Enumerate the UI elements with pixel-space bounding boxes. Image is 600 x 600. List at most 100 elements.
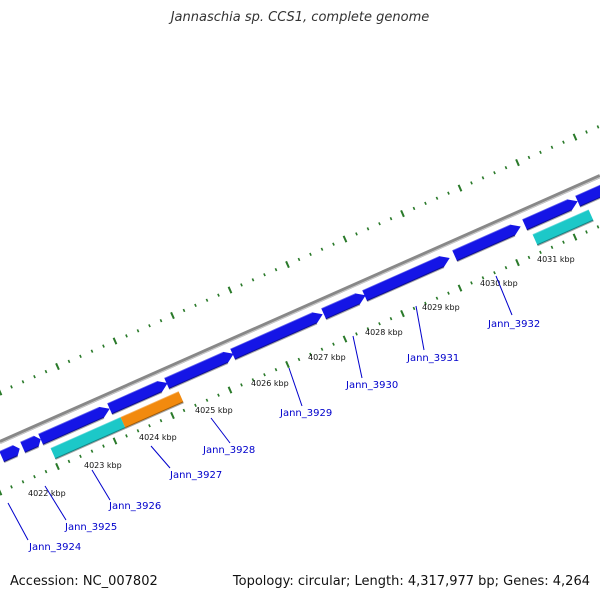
gene-jann-3926-top-shade	[42, 416, 105, 446]
gene-jann-3927-top-highlight	[106, 380, 158, 404]
inner-tick	[67, 459, 71, 464]
inner-tick	[389, 316, 393, 321]
inner-tick	[274, 367, 278, 372]
gene-jann-3927-top[interactable]	[107, 381, 168, 415]
gene-label-leaders	[7, 275, 513, 541]
inner-tick	[148, 424, 151, 428]
gene-jann-3931[interactable]	[362, 256, 450, 302]
kbp-label-4028: 4028 kbp	[365, 328, 403, 337]
kbp-label-4022: 4022 kbp	[28, 489, 66, 498]
gene-jann-3928-highlight	[163, 351, 224, 379]
gene-jann-3934[interactable]	[575, 184, 600, 207]
inner-tick	[251, 378, 255, 382]
inner-tick	[539, 250, 542, 255]
gene-cyan-right[interactable]	[532, 209, 594, 246]
gene-label-jann-3924[interactable]: Jann_3924	[28, 542, 81, 553]
gene-label-jann-3927[interactable]: Jann_3927	[169, 470, 222, 481]
gene-jann-3929[interactable]	[230, 312, 323, 360]
outer-tick	[79, 354, 82, 359]
gene-jann-3931-highlight	[361, 255, 440, 291]
leader-jann-3925	[44, 485, 67, 521]
gene-jann-3925-shade	[24, 445, 40, 454]
gene-jann-3927-top-shade	[111, 391, 163, 416]
gene-label-jann-3925[interactable]: Jann_3925	[64, 522, 117, 533]
gene-label-jann-3929[interactable]: Jann_3929	[279, 408, 332, 419]
outer-tick	[412, 206, 416, 211]
gene-jann-3925[interactable]	[20, 435, 41, 453]
genome-summary-text: Topology: circular; Length: 4,317,977 bp…	[232, 574, 590, 589]
leader-jann-3928	[210, 417, 231, 444]
outer-tick	[470, 181, 473, 185]
inner-tick	[21, 480, 25, 484]
kbp-label-4026: 4026 kbp	[251, 379, 289, 388]
outer-tick	[263, 273, 266, 277]
gene-jann-3924[interactable]	[0, 445, 20, 463]
outer-tick	[125, 334, 128, 338]
gene-jann-3924-shade	[3, 455, 19, 464]
outer-tick	[182, 308, 186, 313]
outer-tick	[10, 385, 13, 389]
gene-label-jann-3926[interactable]: Jann_3926	[108, 501, 161, 512]
gene-jann-3924-highlight	[0, 444, 14, 452]
gene-jann-3925-highlight	[19, 435, 35, 443]
outer-tick	[136, 329, 140, 333]
outer-tick-ring	[0, 125, 600, 396]
gene-jann-3930[interactable]	[321, 293, 366, 320]
outer-tick	[572, 133, 578, 141]
leader-jann-3927	[150, 445, 171, 469]
inner-tick	[90, 449, 94, 453]
outer-tick	[112, 337, 118, 345]
gene-cyan-right-highlight	[532, 208, 589, 235]
gene-jann-3930-shade	[325, 303, 361, 321]
accession-text: Accession: NC_007802	[10, 574, 158, 589]
outer-tick	[562, 140, 565, 144]
outer-tick	[389, 216, 393, 221]
gene-jann-3926-top[interactable]	[38, 406, 110, 445]
outer-tick	[148, 324, 151, 328]
outer-tick	[21, 380, 25, 384]
outer-tick	[378, 222, 381, 226]
outer-tick	[227, 286, 233, 294]
gene-orange-highlight	[120, 390, 179, 418]
leader-jann-3932	[495, 275, 513, 316]
gene-jann-3933[interactable]	[522, 199, 578, 231]
inner-tick	[504, 265, 508, 270]
gene-label-jann-3932[interactable]: Jann_3932	[487, 319, 540, 330]
kbp-label-4029: 4029 kbp	[422, 303, 460, 312]
outer-tick	[240, 283, 243, 287]
inner-tick	[470, 281, 473, 285]
inner-tick	[263, 373, 266, 377]
outer-tick	[170, 311, 175, 320]
outer-tick	[217, 293, 220, 297]
gene-label-jann-3930[interactable]: Jann_3930	[345, 380, 398, 391]
gene-track[interactable]	[0, 183, 600, 464]
outer-tick	[539, 150, 542, 155]
gene-label-jann-3931[interactable]: Jann_3931	[406, 353, 459, 364]
gene-jann-3932-highlight	[451, 223, 511, 251]
gene-label-jann-3928[interactable]: Jann_3928	[202, 445, 255, 456]
inner-tick	[136, 429, 140, 433]
inner-tick-ring	[0, 225, 600, 496]
gene-jann-3932[interactable]	[452, 224, 521, 262]
outer-tick	[504, 165, 508, 170]
outer-tick	[274, 267, 278, 272]
inner-tick	[227, 386, 233, 394]
gene-jann-3928[interactable]	[164, 351, 234, 389]
outer-tick	[457, 184, 463, 192]
inner-tick	[285, 360, 290, 369]
outer-tick	[0, 389, 3, 396]
outer-tick	[33, 374, 36, 379]
outer-tick	[55, 362, 60, 371]
inner-tick	[217, 393, 220, 397]
gene-cyan-left[interactable]	[50, 417, 126, 459]
kbp-scale-labels: 4022 kbp 4023 kbp 4024 kbp 4025 kbp 4026…	[28, 255, 575, 498]
inner-tick	[194, 403, 197, 408]
inner-tick	[342, 335, 348, 343]
inner-tick	[182, 408, 186, 413]
gene-orange[interactable]	[120, 391, 184, 428]
inner-tick	[44, 469, 48, 474]
gene-jann-3930-highlight	[320, 292, 356, 309]
outer-tick	[424, 201, 427, 206]
inner-tick	[481, 276, 485, 280]
